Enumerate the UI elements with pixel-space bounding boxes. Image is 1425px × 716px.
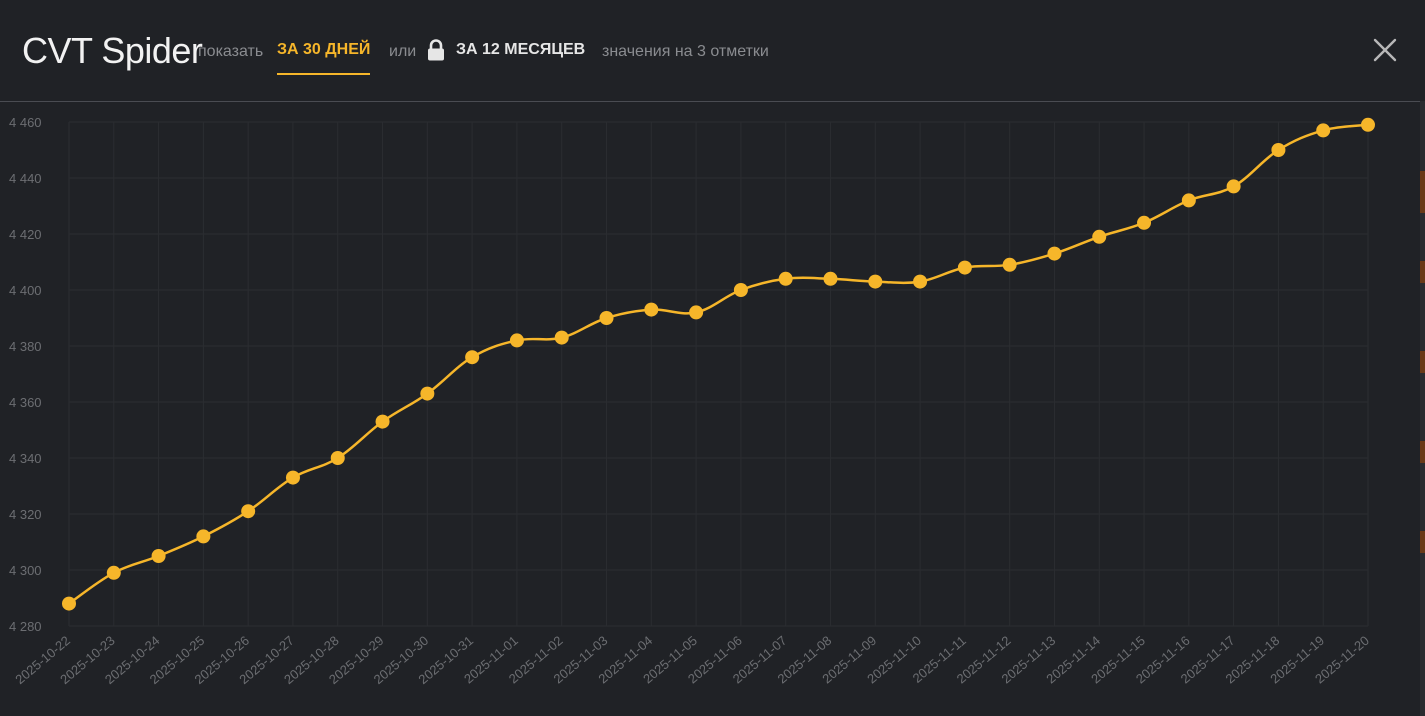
y-tick-label: 4 460 [9, 115, 42, 130]
y-tick-label: 4 280 [9, 619, 42, 634]
y-tick-label: 4 340 [9, 451, 42, 466]
y-axis-ticks: 4 280 4 300 4 320 4 340 4 360 4 380 4 400 4 420… [9, 115, 42, 634]
data-point [1181, 193, 1196, 208]
data-point [599, 311, 614, 325]
tab-30-days[interactable]: ЗА 30 ДНЕЙ [277, 41, 371, 75]
scroll-edge [1420, 101, 1425, 716]
data-point [689, 305, 704, 320]
data-point [62, 596, 76, 611]
data-point [509, 333, 524, 348]
data-point [1271, 143, 1286, 157]
data-point [420, 386, 435, 401]
data-point [778, 271, 793, 286]
values-note: значения на 3 отметки [602, 43, 769, 60]
close-icon[interactable] [1372, 37, 1398, 63]
page-title: CVT Spider [22, 30, 203, 71]
data-points [62, 117, 1375, 611]
price-chart: 4 280 4 300 4 320 4 340 4 360 4 380 4 400 4 420… [9, 115, 1375, 687]
data-point [151, 549, 166, 563]
data-point [1137, 215, 1152, 230]
y-tick-label: 4 360 [9, 395, 42, 410]
show-label: показать [198, 43, 264, 60]
modal-header: CVT Spider показать ЗА 30 ДНЕЙ или ЗА 12… [0, 0, 1420, 102]
data-point [1002, 257, 1017, 272]
data-point [913, 274, 928, 289]
data-point [196, 529, 211, 544]
data-point [957, 260, 972, 275]
data-point [285, 470, 300, 485]
or-label: или [389, 43, 417, 60]
y-tick-label: 4 440 [9, 171, 42, 186]
data-point [1316, 123, 1331, 138]
data-point [1226, 179, 1241, 194]
data-point [644, 302, 659, 317]
tab-12-months[interactable]: ЗА 12 МЕСЯЦЕВ [456, 41, 586, 58]
lock-icon [428, 39, 444, 61]
data-point [868, 274, 883, 289]
y-tick-label: 4 300 [9, 563, 42, 578]
data-point [823, 271, 838, 286]
data-point [330, 451, 345, 465]
data-point [554, 330, 569, 345]
y-tick-label: 4 380 [9, 339, 42, 354]
data-point [1092, 229, 1107, 244]
data-point [241, 504, 256, 519]
y-tick-label: 4 400 [9, 283, 42, 298]
data-point [1047, 246, 1062, 261]
grid [68, 121, 1369, 627]
data-point [465, 350, 480, 365]
y-tick-label: 4 420 [9, 227, 42, 242]
data-point [106, 565, 121, 580]
data-point [375, 414, 390, 429]
data-point [1361, 117, 1375, 132]
data-point [733, 283, 748, 297]
y-tick-label: 4 320 [9, 507, 42, 522]
series-line [68, 123, 1369, 605]
x-axis-ticks: 2025-10-222025-10-232025-10-242025-10-25… [12, 633, 1372, 687]
